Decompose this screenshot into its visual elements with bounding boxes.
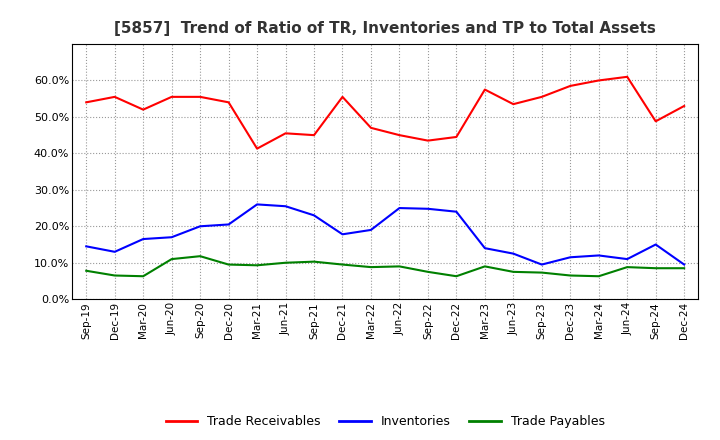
Line: Trade Receivables: Trade Receivables xyxy=(86,77,684,149)
Trade Payables xyxy=(82,268,91,273)
Trade Receivables xyxy=(509,102,518,107)
Trade Payables xyxy=(225,262,233,267)
Trade Receivables xyxy=(310,132,318,138)
Trade Payables xyxy=(139,274,148,279)
Trade Receivables xyxy=(452,134,461,139)
Trade Payables xyxy=(366,264,375,270)
Inventories xyxy=(452,209,461,214)
Trade Payables xyxy=(167,257,176,262)
Trade Receivables xyxy=(225,100,233,105)
Trade Receivables xyxy=(423,138,432,143)
Inventories xyxy=(566,255,575,260)
Line: Trade Payables: Trade Payables xyxy=(86,256,684,276)
Trade Payables xyxy=(537,270,546,275)
Trade Payables xyxy=(566,273,575,278)
Trade Receivables xyxy=(566,83,575,88)
Inventories xyxy=(196,224,204,229)
Trade Receivables xyxy=(196,94,204,99)
Inventories xyxy=(366,227,375,233)
Trade Payables xyxy=(423,269,432,275)
Trade Receivables xyxy=(253,146,261,151)
Inventories xyxy=(110,249,119,254)
Trade Receivables xyxy=(623,74,631,80)
Inventories xyxy=(423,206,432,212)
Inventories xyxy=(253,202,261,207)
Trade Payables xyxy=(595,274,603,279)
Trade Receivables xyxy=(537,94,546,99)
Title: [5857]  Trend of Ratio of TR, Inventories and TP to Total Assets: [5857] Trend of Ratio of TR, Inventories… xyxy=(114,21,656,36)
Trade Payables xyxy=(652,266,660,271)
Trade Payables xyxy=(310,259,318,264)
Trade Payables xyxy=(623,264,631,270)
Trade Payables xyxy=(110,273,119,278)
Inventories xyxy=(680,262,688,267)
Trade Payables xyxy=(395,264,404,269)
Trade Receivables xyxy=(680,103,688,109)
Trade Receivables xyxy=(338,94,347,99)
Inventories xyxy=(595,253,603,258)
Inventories xyxy=(652,242,660,247)
Trade Receivables xyxy=(480,87,489,92)
Inventories xyxy=(82,244,91,249)
Trade Receivables xyxy=(167,94,176,99)
Trade Receivables xyxy=(82,100,91,105)
Trade Payables xyxy=(282,260,290,265)
Trade Receivables xyxy=(395,132,404,138)
Trade Payables xyxy=(196,253,204,259)
Trade Receivables xyxy=(652,119,660,124)
Inventories xyxy=(623,257,631,262)
Inventories xyxy=(167,235,176,240)
Inventories xyxy=(480,246,489,251)
Inventories xyxy=(395,205,404,211)
Trade Receivables xyxy=(110,94,119,99)
Inventories xyxy=(310,213,318,218)
Legend: Trade Receivables, Inventories, Trade Payables: Trade Receivables, Inventories, Trade Pa… xyxy=(161,411,610,433)
Line: Inventories: Inventories xyxy=(86,205,684,264)
Inventories xyxy=(537,262,546,267)
Trade Receivables xyxy=(139,107,148,112)
Trade Payables xyxy=(680,266,688,271)
Trade Receivables xyxy=(366,125,375,131)
Trade Payables xyxy=(253,263,261,268)
Inventories xyxy=(338,232,347,237)
Inventories xyxy=(282,204,290,209)
Trade Payables xyxy=(480,264,489,269)
Trade Receivables xyxy=(595,78,603,83)
Inventories xyxy=(139,236,148,242)
Trade Payables xyxy=(338,262,347,267)
Inventories xyxy=(225,222,233,227)
Trade Payables xyxy=(452,274,461,279)
Trade Receivables xyxy=(282,131,290,136)
Inventories xyxy=(509,251,518,256)
Trade Payables xyxy=(509,269,518,275)
